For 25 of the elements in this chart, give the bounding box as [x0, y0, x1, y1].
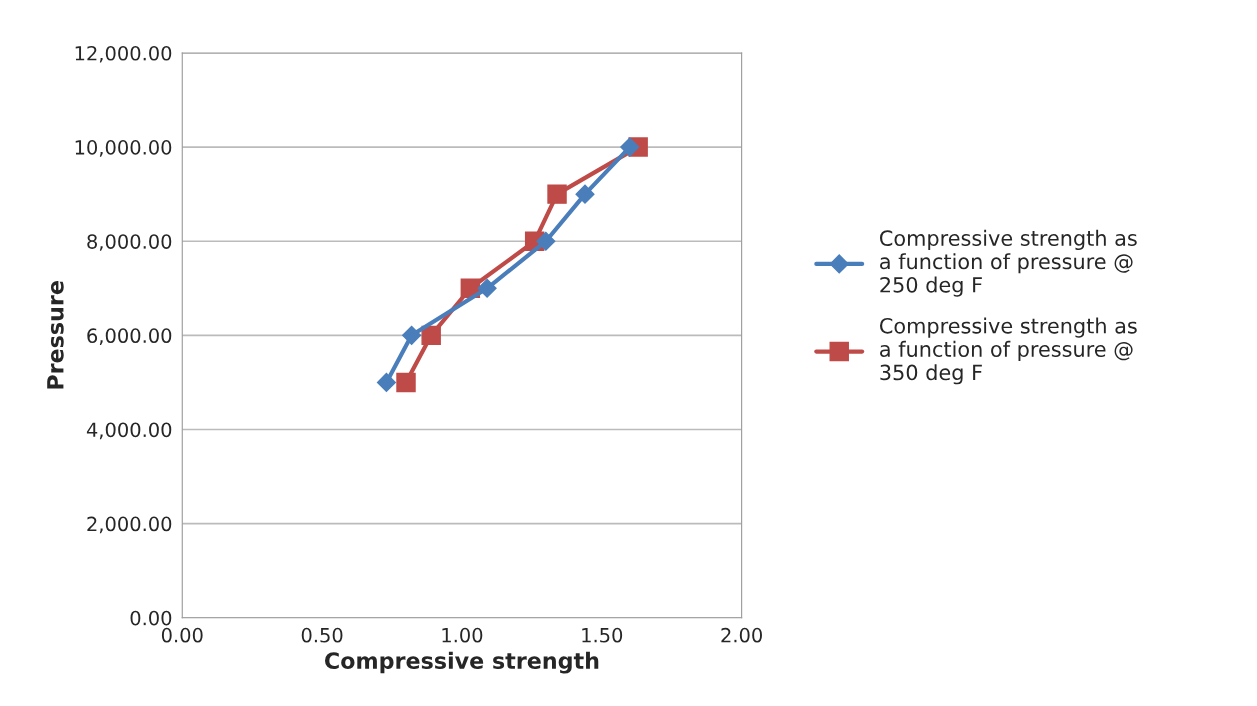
point	[620, 137, 640, 157]
y-tick-label: 12,000.00	[75, 45, 172, 63]
legend-label: Compressive strength as a function of pressure @ 350 deg F	[879, 317, 1137, 385]
point	[396, 372, 416, 393]
point	[547, 184, 567, 204]
y-axis-title: Pressure	[47, 281, 64, 389]
point	[575, 184, 595, 204]
y-tick-label: 10,000.00	[75, 140, 172, 157]
x-axis-title: Compressive strength	[325, 651, 599, 674]
point	[376, 372, 396, 392]
y-tick-label: 0.00	[130, 610, 172, 626]
x-tick-label: 0.50	[301, 627, 343, 643]
x-tick-label: 2.00	[721, 627, 762, 643]
x-tick-label: 0.00	[161, 627, 203, 643]
y-tick-label: 6,000.00	[87, 328, 172, 345]
legend-label: Compressive strength as a function of pressure @ 250 deg F	[879, 229, 1137, 297]
point	[536, 231, 556, 251]
point	[421, 325, 441, 346]
point	[402, 325, 422, 345]
point	[477, 278, 497, 298]
y-tick-label: 4,000.00	[86, 422, 172, 440]
x-tick-label: 1.50	[582, 627, 623, 643]
x-tick-label: 1.00	[442, 627, 483, 643]
y-tick-label: 8,000.00	[87, 234, 172, 251]
y-tick-label: 2,000.00	[87, 516, 172, 534]
